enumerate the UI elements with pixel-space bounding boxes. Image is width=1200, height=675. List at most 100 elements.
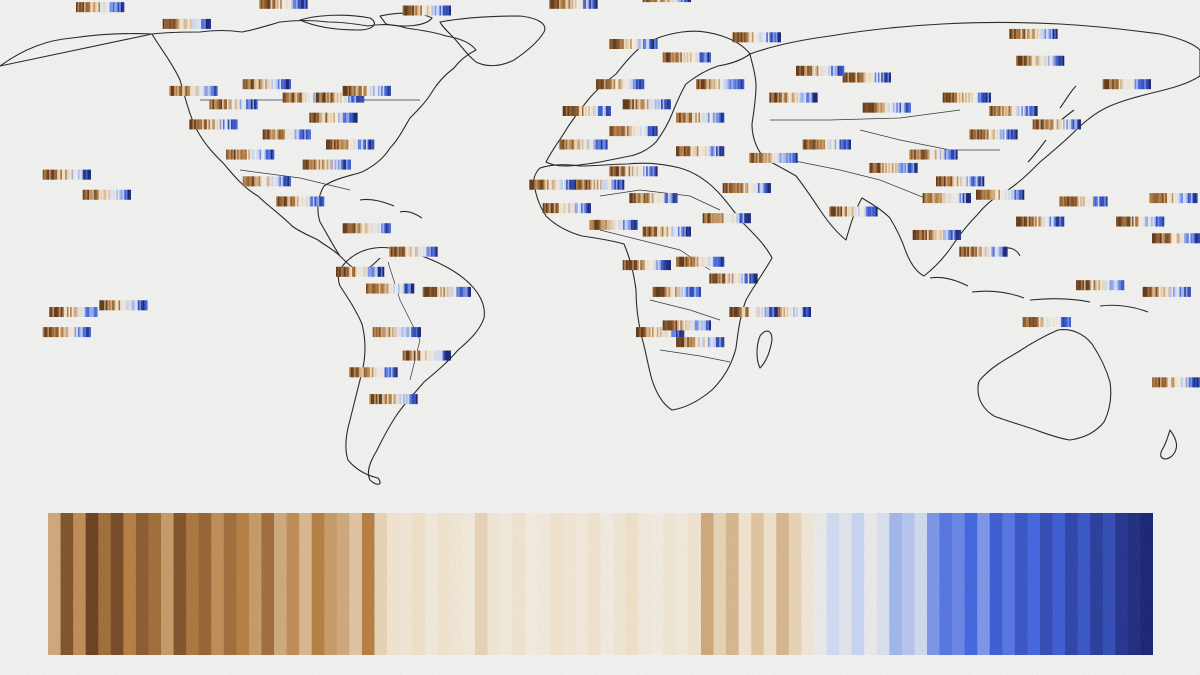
global-stripe (274, 513, 288, 655)
station-stripe-bar (749, 213, 751, 224)
station-stripe (869, 162, 918, 173)
global-stripe (688, 513, 702, 655)
global-stripe (763, 513, 777, 655)
global-stripe (449, 513, 463, 655)
global-stripe (663, 513, 677, 655)
madagascar-coast (756, 330, 773, 369)
station-stripe (942, 92, 991, 103)
station-stripe (42, 169, 91, 180)
global-stripe (914, 513, 928, 655)
global-stripe (48, 513, 62, 655)
station-stripe (722, 183, 771, 194)
station-stripe (829, 206, 878, 217)
global-stripe (1039, 513, 1054, 655)
station-stripe-bar (95, 307, 98, 317)
global-stripe (1065, 513, 1079, 655)
station-stripe (609, 39, 658, 49)
station-stripe-bar (755, 273, 758, 284)
global-stripe (223, 513, 237, 655)
global-stripe (336, 513, 350, 655)
station-stripe (609, 126, 658, 137)
station-stripe (76, 2, 125, 13)
global-stripe (675, 513, 689, 655)
station-stripe-bar (1162, 216, 1165, 227)
station-stripe (652, 286, 701, 297)
global-stripe (424, 513, 438, 655)
global-stripe (387, 513, 401, 655)
global-stripe (462, 513, 476, 655)
north-america-coast (0, 19, 477, 257)
global-stripe (613, 513, 627, 655)
station-stripe (1022, 317, 1071, 328)
station-stripe-bar (969, 193, 971, 204)
station-stripe (372, 327, 421, 338)
south-america-coast (337, 246, 485, 485)
station-stripe-bar (842, 65, 845, 76)
global-stripe (1090, 513, 1104, 655)
station-stripe-bar (622, 179, 625, 190)
station-stripe (162, 18, 211, 29)
station-stripe-bar (1122, 280, 1125, 291)
station-stripe (42, 327, 91, 338)
station-stripe-bar (1149, 79, 1151, 90)
global-stripe (123, 513, 137, 655)
global-stripe (587, 513, 602, 655)
central-america-coast (339, 198, 423, 273)
station-stripe (1102, 79, 1151, 90)
station-stripe-bar (1079, 119, 1081, 130)
station-stripe (49, 307, 98, 317)
station-stripe-bar (235, 119, 238, 130)
station-stripe (82, 189, 131, 200)
station-stripe-bar (469, 286, 471, 297)
global-stripe (989, 513, 1003, 655)
global-stripe (148, 513, 162, 655)
global-stripe (85, 513, 99, 655)
global-stripe (1002, 513, 1016, 655)
station-stripe (1149, 193, 1198, 204)
station-stripe-bar (889, 72, 891, 83)
station-stripe-bar (255, 99, 258, 110)
station-stripe (562, 106, 611, 116)
global-warming-stripes (48, 513, 1153, 655)
global-stripe (851, 513, 865, 655)
global-stripe (412, 513, 426, 655)
station-stripe (936, 176, 985, 187)
station-stripe-bar (122, 2, 125, 13)
global-stripe (1140, 513, 1153, 655)
global-stripe (500, 513, 514, 655)
station-stripe-bar (635, 219, 638, 230)
global-stripe (60, 513, 74, 655)
station-stripe (366, 283, 415, 294)
station-stripe-bar (982, 176, 985, 187)
station-stripe-bar (419, 327, 421, 338)
station-stripe (1059, 196, 1108, 207)
global-stripe (173, 513, 187, 655)
station-stripe-bar (272, 149, 275, 160)
station-stripe (189, 119, 238, 130)
station-stripe (262, 129, 311, 140)
station-stripe (912, 229, 961, 240)
station-stripe-bar (809, 307, 811, 317)
global-stripe (964, 513, 978, 655)
station-stripe (676, 337, 725, 348)
station-stripe (749, 152, 798, 163)
station-stripe (1016, 216, 1065, 227)
global-stripe (98, 513, 112, 655)
station-stripe-bar (215, 85, 218, 96)
global-stripe (1027, 513, 1041, 655)
global-stripe (776, 513, 790, 655)
station-stripe (729, 307, 778, 317)
station-stripe-bar (709, 320, 711, 331)
station-stripes (42, 0, 1200, 405)
station-stripe (989, 106, 1038, 116)
global-stripe (512, 513, 526, 655)
station-stripe (242, 176, 291, 187)
global-stripe (801, 513, 815, 655)
station-stripe-bar (815, 92, 818, 103)
station-stripe-bar (395, 367, 398, 378)
station-stripe (276, 196, 325, 207)
station-stripe (309, 112, 358, 123)
global-stripe (374, 513, 388, 655)
station-stripe-bar (689, 226, 691, 237)
